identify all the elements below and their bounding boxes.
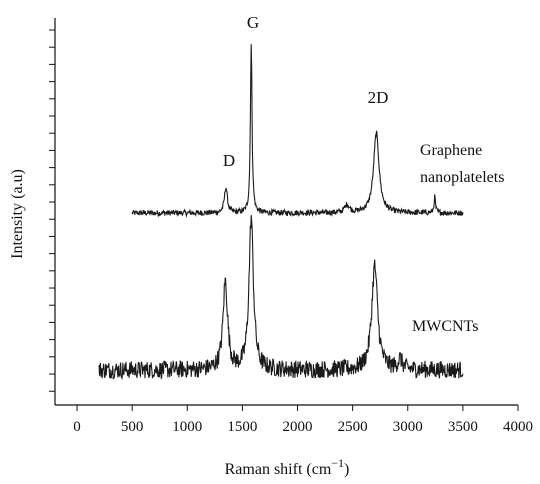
series-label-graphene-line2: nanoplatelets [420,169,504,186]
peak-label-g: G [247,13,259,32]
x-tick-label: 3000 [393,419,423,435]
x-axis-title-close: ) [344,461,349,478]
series-label-graphene-line1: Graphene [420,142,482,159]
x-tick-label: 2000 [283,419,313,435]
x-axis-title: Raman shift (cm−1) [225,456,350,478]
x-axis-title-base: Raman shift (cm [225,461,332,478]
x-axis: 0 500 1000 1500 2000 2500 3000 3500 4000 [55,404,533,435]
x-tick-label: 500 [121,419,144,435]
x-tick-label: 3500 [448,419,478,435]
x-tick-label: 1000 [172,419,202,435]
y-axis-title: Intensity (a.u) [9,169,26,259]
series-lines [98,44,464,381]
series-line-graphene-nanoplatelets [131,44,464,218]
series-line-mwcnts [98,215,464,381]
series-label-mwcnts: MWCNTs [412,318,478,335]
y-axis [49,18,56,405]
x-tick-label: 0 [73,419,81,435]
x-tick-label: 1500 [227,419,257,435]
peak-label-d: D [223,151,235,170]
peak-label-2d: 2D [368,88,389,107]
x-tick-label: 4000 [503,419,533,435]
x-tick-label: 2500 [338,419,368,435]
x-axis-title-sup: −1 [331,456,344,470]
